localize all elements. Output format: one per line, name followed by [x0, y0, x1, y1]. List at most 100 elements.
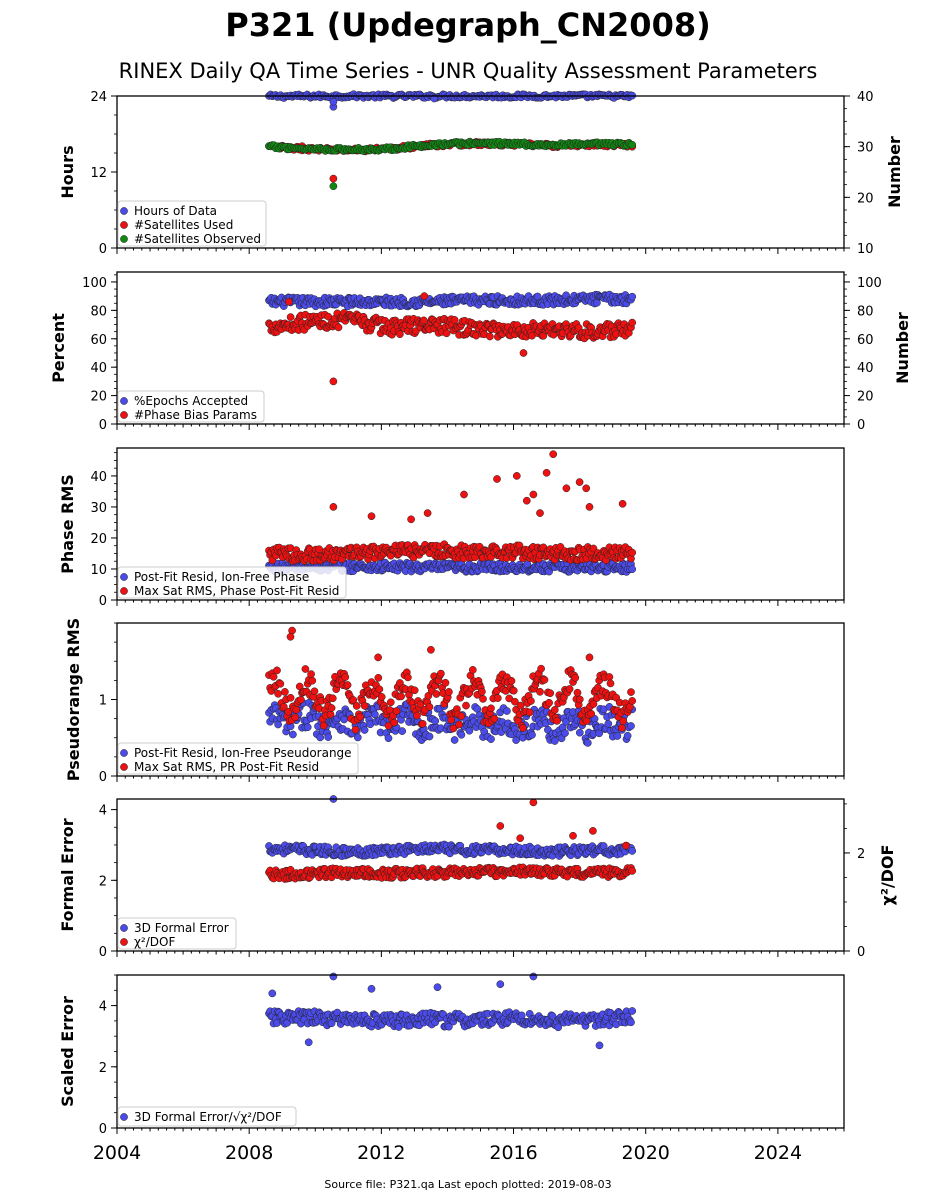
data-point [371, 710, 379, 719]
data-point [550, 706, 559, 714]
y-tick-label: 0 [99, 418, 107, 433]
x-ticks [116, 1128, 845, 1134]
data-point [618, 724, 626, 732]
data-point [310, 687, 319, 696]
outlier-point [522, 496, 531, 505]
data-point [269, 672, 278, 681]
y-axis-label-left: Scaled Error [58, 996, 77, 1107]
y-tick-label: 0 [99, 945, 107, 960]
outlier-point [585, 503, 594, 511]
data-point [623, 731, 632, 740]
outlier-point [284, 297, 293, 306]
legend-label: 3D Formal Error/√χ²/DOF [134, 1110, 282, 1124]
outlier-point [374, 653, 382, 662]
data-point [349, 696, 358, 704]
data-point [297, 695, 305, 704]
legend-label: 3D Formal Error [134, 921, 229, 935]
data-point [478, 687, 486, 696]
data-point [410, 686, 419, 695]
points-5 [265, 795, 637, 883]
x-ticks [116, 951, 845, 957]
data-point [289, 730, 297, 739]
y-tick-label: 10 [90, 563, 107, 578]
data-point [613, 732, 622, 740]
data-point [441, 678, 450, 687]
points-3 [265, 450, 637, 576]
y-tick-label: 24 [90, 90, 107, 105]
x-ticks [116, 776, 845, 782]
data-point [324, 733, 333, 741]
outlier-point [427, 645, 435, 654]
data-point [291, 713, 300, 722]
data-point [308, 676, 317, 685]
data-point [628, 548, 637, 557]
y-tick-label-right: 20 [857, 191, 874, 206]
outlier-point [529, 798, 538, 807]
data-point [589, 700, 598, 708]
data-point [619, 717, 627, 725]
legend-label: Post-Fit Resid, Ion-Free Phase [134, 570, 309, 584]
y-tick-label-right: 80 [857, 304, 874, 319]
points-2 [265, 290, 637, 386]
data-point [445, 1022, 453, 1031]
data-point [425, 732, 434, 741]
data-point [445, 688, 453, 696]
data-point [274, 689, 282, 698]
data-point [425, 703, 434, 711]
x-tick-label: 2004 [93, 1142, 141, 1164]
outlier-point [496, 980, 505, 989]
outlier-point [516, 834, 525, 843]
data-point [449, 724, 458, 733]
data-point [316, 733, 325, 742]
data-point [351, 725, 360, 734]
y-ticks-right: 02 [844, 803, 865, 960]
data-point [341, 673, 350, 681]
data-point [279, 702, 288, 711]
panel-2: 0 20 40 60 80 100 0 20 40 60 80 100 Percent Number %Ep… [49, 271, 912, 433]
outlier-point [575, 478, 584, 486]
y-ticks-right: 0 20 40 60 80 100 [844, 274, 882, 433]
data-point [527, 697, 535, 705]
data-point [327, 1019, 336, 1028]
y-tick-label-right: 40 [857, 361, 874, 376]
data-point [286, 313, 295, 321]
data-point [468, 666, 477, 674]
data-point [627, 722, 635, 730]
data-point [628, 1007, 637, 1015]
data-point [315, 545, 323, 554]
data-point [505, 694, 514, 703]
data-point [628, 318, 637, 327]
y-ticks-left: 0 20 40 60 80 100 [82, 274, 117, 433]
data-point [487, 704, 495, 713]
y-axis-label-left: Hours [58, 145, 77, 198]
y-tick-label: 40 [90, 361, 107, 376]
data-point [413, 711, 421, 720]
outlier-point [268, 989, 277, 998]
legend-label: #Satellites Used [134, 218, 233, 232]
outlier-point [569, 831, 577, 840]
y-tick-label: 0 [99, 770, 107, 785]
outlier-point [549, 450, 558, 459]
outlier-point [304, 1038, 313, 1047]
outlier-point [493, 475, 501, 483]
data-point [479, 695, 487, 703]
x-ticks [116, 600, 845, 606]
data-point [374, 673, 383, 682]
data-point [536, 687, 544, 696]
points-6 [265, 972, 637, 1050]
data-point [525, 708, 534, 717]
legend-label: Max Sat RMS, PR Post-Fit Resid [134, 760, 319, 774]
outlier-point [622, 841, 630, 850]
data-point [519, 724, 527, 732]
data-point [628, 565, 637, 574]
legend-6: 3D Formal Error/√χ²/DOF [117, 1106, 297, 1127]
outlier-point [367, 512, 376, 521]
y-tick-label: 0 [99, 242, 107, 257]
outlier-point [407, 515, 415, 524]
data-point [540, 675, 549, 684]
data-point [397, 692, 405, 701]
legend-2: %Epochs Accepted#Phase Bias Params [117, 390, 265, 423]
y-tick-label-right: 0 [857, 945, 865, 960]
